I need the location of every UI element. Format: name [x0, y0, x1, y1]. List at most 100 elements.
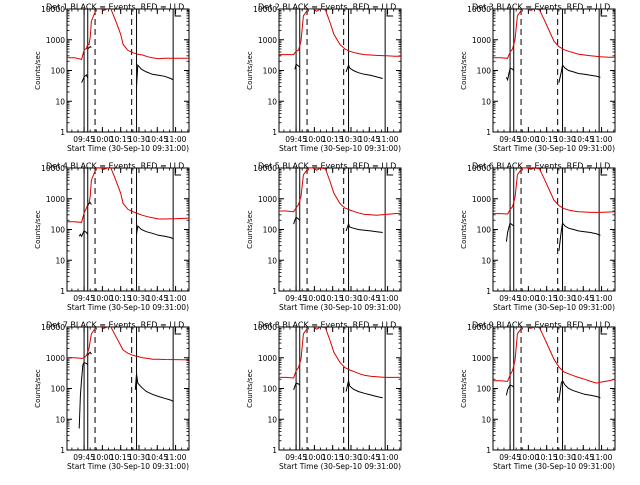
y-axis-label: Counts/sec — [460, 51, 468, 90]
corner-marker — [386, 169, 394, 176]
x-tick-label: 10:15 — [536, 294, 558, 303]
panel-data — [493, 9, 615, 132]
x-tick-label: 09:45 — [285, 135, 307, 144]
panel-data — [279, 327, 401, 450]
y-tick-label: 1 — [60, 287, 65, 296]
y-tick-label: 100 — [477, 385, 492, 394]
x-tick-label: 09:45 — [285, 294, 307, 303]
x-tick-label: 11:00 — [377, 453, 399, 462]
x-tick-label: 10:00 — [304, 453, 326, 462]
panel-title: Det 8 BLACK = Events, RED = LLD — [258, 321, 396, 330]
corner-marker — [174, 169, 182, 176]
x-tick-label: 10:15 — [536, 135, 558, 144]
plot-frame — [492, 326, 616, 451]
y-tick-label: 1000 — [258, 36, 277, 45]
y-tick-label: 1000 — [258, 195, 277, 204]
x-tick-label: 10:30 — [128, 294, 150, 303]
events-series-line — [87, 351, 92, 356]
x-tick-label: 10:15 — [110, 294, 132, 303]
y-axis-label: Counts/sec — [246, 369, 254, 408]
corner-marker — [386, 10, 394, 17]
events-series-line — [294, 63, 301, 70]
panel-data — [493, 327, 615, 450]
plot-frame — [278, 326, 402, 451]
panel-title: Det 5 BLACK = Events, RED = LLD — [258, 162, 396, 171]
x-axis-label: Start Time (30-Sep-10 09:31:00) — [279, 462, 401, 471]
panel-3: 1 10 100 1000 10000 09:4510:0010:1510:3010:45… — [460, 3, 616, 153]
corner-marker — [174, 328, 182, 335]
x-tick-label: 11:00 — [165, 453, 187, 462]
events-series-line — [293, 382, 301, 391]
x-tick-label: 10:45 — [572, 294, 594, 303]
x-tick-label: 09:45 — [285, 453, 307, 462]
x-tick-label: 10:15 — [536, 453, 558, 462]
events-series-line — [81, 74, 89, 83]
x-tick-label: 11:00 — [377, 135, 399, 144]
panel-1: 1 10 100 1000 10000 09:4510:0010:1510:3010:45… — [34, 3, 190, 153]
x-tick-label: 10:00 — [518, 135, 540, 144]
lld-series-line — [493, 9, 615, 59]
y-tick-label: 1 — [272, 446, 277, 455]
x-tick-label: 10:30 — [554, 294, 576, 303]
x-tick-label: 11:00 — [591, 135, 613, 144]
x-tick-label: 10:15 — [322, 135, 344, 144]
corner-marker — [386, 328, 394, 335]
events-series-line — [558, 63, 601, 83]
events-series-line — [345, 222, 383, 233]
y-axis-label: Counts/sec — [34, 51, 42, 90]
y-tick-label: 10 — [481, 256, 491, 265]
x-tick-label: 10:30 — [128, 453, 150, 462]
x-tick-label: 10:15 — [110, 135, 132, 144]
lld-series-line — [279, 327, 401, 379]
corner-marker — [600, 10, 608, 17]
y-tick-label: 1000 — [472, 36, 491, 45]
panel-data — [67, 168, 189, 291]
x-tick-label: 09:45 — [499, 294, 521, 303]
y-tick-label: 100 — [263, 385, 278, 394]
y-tick-label: 100 — [477, 226, 492, 235]
plot-frame — [278, 8, 402, 133]
x-tick-label: 10:45 — [358, 453, 380, 462]
x-axis-label: Start Time (30-Sep-10 09:31:00) — [493, 303, 615, 312]
y-tick-label: 10000 — [253, 5, 277, 14]
y-tick-label: 10 — [267, 256, 277, 265]
x-tick-label: 10:45 — [358, 135, 380, 144]
y-tick-label: 1 — [60, 128, 65, 137]
x-axis-label: Start Time (30-Sep-10 09:31:00) — [493, 462, 615, 471]
x-axis-label: Start Time (30-Sep-10 09:31:00) — [67, 462, 189, 471]
x-tick-label: 09:45 — [499, 135, 521, 144]
x-tick-label: 10:00 — [518, 453, 540, 462]
y-tick-label: 100 — [263, 226, 278, 235]
y-tick-label: 10 — [55, 415, 65, 424]
plot-frame — [66, 326, 190, 451]
panel-data — [67, 9, 189, 132]
events-series-line — [78, 361, 89, 429]
panel-data — [279, 168, 401, 291]
x-tick-label: 11:00 — [165, 135, 187, 144]
panel-data — [67, 327, 189, 450]
y-axis-label: Counts/sec — [246, 210, 254, 249]
x-axis-label: Start Time (30-Sep-10 09:31:00) — [279, 144, 401, 153]
lld-series-line — [493, 327, 615, 384]
x-tick-label: 10:45 — [358, 294, 380, 303]
y-tick-label: 1 — [60, 446, 65, 455]
x-tick-label: 10:30 — [340, 135, 362, 144]
y-tick-label: 1 — [486, 287, 491, 296]
y-tick-label: 1 — [486, 446, 491, 455]
y-tick-label: 10 — [267, 97, 277, 106]
panel-8: 1 10 100 1000 10000 09:4510:0010:1510:3010:45… — [246, 321, 402, 471]
plot-frame — [492, 167, 616, 292]
y-tick-label: 1000 — [46, 195, 65, 204]
y-tick-label: 100 — [51, 385, 66, 394]
x-tick-label: 11:00 — [165, 294, 187, 303]
plot-frame — [278, 167, 402, 292]
x-axis-label: Start Time (30-Sep-10 09:31:00) — [493, 144, 615, 153]
y-tick-label: 100 — [51, 67, 66, 76]
panel-title: Det 3 BLACK = Events, RED = LLD — [472, 3, 610, 12]
y-tick-label: 1000 — [472, 354, 491, 363]
events-series-line — [558, 379, 601, 401]
corner-marker — [600, 169, 608, 176]
events-series-line — [78, 230, 89, 238]
